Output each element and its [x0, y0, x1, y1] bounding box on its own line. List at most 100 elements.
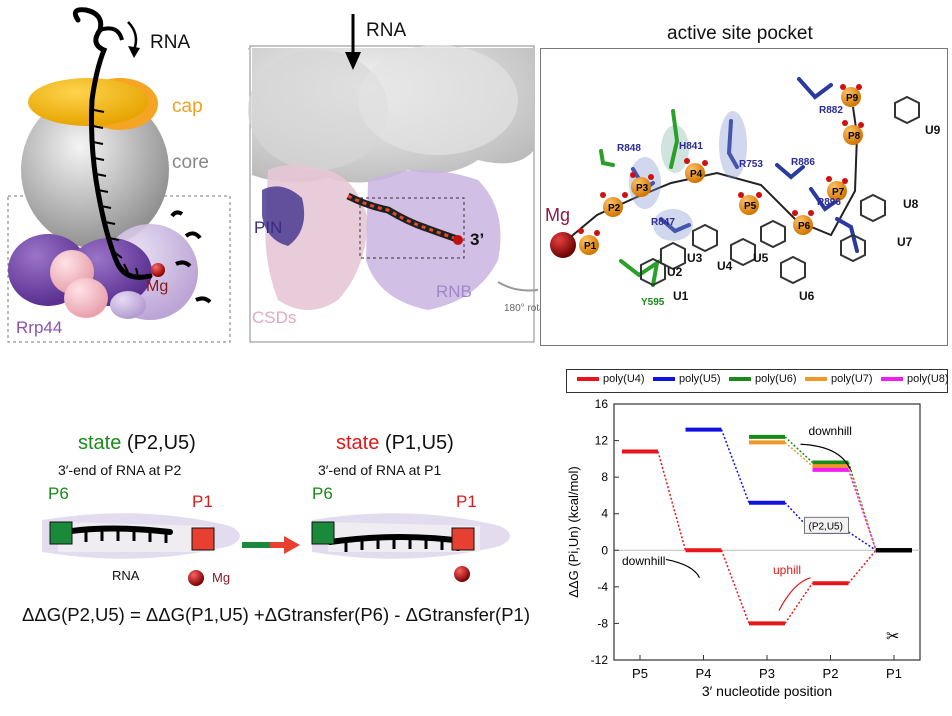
uracil-label-u8: U8: [903, 197, 919, 211]
chart-legend: poly(U4) poly(U5) poly(U6) poly(U7) poly(U8): [566, 369, 949, 393]
y-tick-label: 16: [595, 397, 609, 411]
active-site-title: active site pocket: [667, 23, 813, 44]
residue-label-r753: R753: [739, 159, 763, 170]
panel-d: state (P2,U5) 3′-end of RNA at P2 state …: [0, 420, 560, 670]
free-energy-equation: ΔΔG(P2,U5) = ΔΔG(P1,U5) +ΔGtransfer(P6) …: [22, 604, 530, 625]
x-tick-label: P4: [696, 666, 712, 681]
annotation-box: [804, 516, 849, 534]
uracil-label-u1: U1: [673, 289, 689, 303]
series-connector: [720, 550, 750, 624]
annotation-arrow-2: [665, 558, 701, 578]
csds-label: CSDs: [252, 308, 297, 327]
x-axis-label: 3′ nucleotide position: [702, 683, 832, 699]
legend-item: poly(U8): [881, 373, 949, 385]
y-tick-label: -12: [591, 653, 609, 667]
three-prime-label: 3’: [470, 230, 485, 249]
legend-swatch: [653, 377, 675, 382]
legend-label: poly(U8): [907, 373, 949, 385]
series-connector: [657, 451, 687, 551]
uracil-label-u4: U4: [717, 259, 733, 273]
series-connector: [848, 531, 877, 551]
rnb-label: RNB: [436, 282, 472, 301]
state-left-subtitle: 3′-end of RNA at P2: [58, 462, 182, 478]
legend-swatch: [729, 377, 751, 382]
core-label: core: [172, 152, 209, 173]
x-tick-label: P2: [823, 666, 839, 681]
uracil-label-u5: U5: [753, 251, 769, 265]
legend-swatch: [577, 377, 599, 382]
residue-label-r886: R886: [791, 157, 815, 168]
annotation-state-label: (P2,U5): [809, 521, 843, 532]
panel-c: P1 P2 P3 P4 P5 P6 P7 P8 P9 active site pocket …: [540, 23, 948, 346]
svg-text:P1: P1: [584, 241, 597, 252]
mg-label-c: Mg: [545, 205, 571, 225]
energy-chart: -12 -8 -4 0 4 8 12 16 P5 P4 P3 P2 P1 3′ nucleotide po…: [566, 397, 921, 699]
series-connector: [784, 436, 814, 464]
rna-label-a: RNA: [150, 32, 191, 53]
x-tick-label: P1: [886, 666, 902, 681]
scissors-icon: ✂: [886, 629, 899, 646]
rna-label-b: RNA: [366, 20, 407, 41]
mg-ion-c: [550, 232, 576, 258]
residue-label-r896: R896: [817, 197, 841, 208]
svg-text:P5: P5: [744, 201, 757, 212]
legend-item: poly(U6): [729, 373, 797, 385]
phosphate-group: [579, 87, 863, 255]
mg-label-a: Mg: [146, 278, 169, 295]
state-schematic: [42, 513, 510, 586]
residue-label-r847: R847: [651, 217, 675, 228]
y-tick-label: 8: [601, 470, 608, 484]
y-tick-label: -4: [597, 580, 608, 594]
svg-text:P7: P7: [832, 187, 845, 198]
svg-text:P9: P9: [846, 93, 859, 104]
svg-text:P3: P3: [636, 183, 649, 194]
annotation-uphill: uphill: [773, 563, 801, 577]
x-tick-label: P3: [759, 666, 775, 681]
exosome-illustration: [7, 7, 231, 343]
state-right-title: state (P1,U5): [336, 432, 454, 454]
y-tick-label: 12: [595, 434, 609, 448]
mg-label-d: Mg: [212, 570, 231, 585]
rrp44-label: Rrp44: [16, 318, 63, 337]
uracil-label-u2: U2: [667, 265, 683, 279]
legend-item: poly(U4): [577, 373, 645, 385]
p6-label-left: P6: [48, 484, 69, 503]
uracil-label-u7: U7: [897, 235, 913, 249]
svg-text:P8: P8: [848, 131, 861, 142]
series-connector: [847, 462, 877, 551]
series-connector: [784, 582, 814, 624]
annotation-downhill-2: downhill: [622, 554, 665, 568]
annotation-arrow-3: [778, 577, 811, 611]
residue-label-h841: H841: [679, 141, 703, 152]
panel-a: RNA cap core Mg Rrp44: [0, 0, 240, 345]
annotation-downhill-1: downhill: [809, 424, 852, 438]
cap-label: cap: [172, 96, 203, 117]
y-axis-label: ΔΔG (Pi,Un) (kcal/mol): [566, 466, 581, 598]
p1-label-right: P1: [456, 492, 477, 511]
y-tick-label: -8: [597, 616, 608, 630]
residue-label-r882: R882: [819, 105, 843, 116]
y-tick-label: 4: [601, 507, 608, 521]
annotation-arrow-1: [800, 443, 852, 471]
legend-item: poly(U5): [653, 373, 721, 385]
rna-strand: [72, 7, 153, 280]
legend-label: poly(U7): [831, 373, 873, 385]
legend-label: poly(U5): [679, 373, 721, 385]
series-connector: [784, 441, 813, 467]
p1-label-left: P1: [192, 492, 213, 511]
legend-swatch: [805, 377, 827, 382]
y-tick-label: 0: [601, 543, 608, 557]
series-connector: [847, 549, 877, 584]
legend-swatch: [881, 377, 903, 382]
pin-label: PIN: [254, 218, 283, 237]
legend-label: poly(U6): [755, 373, 797, 385]
p6-label-right: P6: [312, 484, 333, 503]
svg-text:P4: P4: [690, 169, 703, 180]
legend-label: poly(U4): [603, 373, 645, 385]
uracil-label-u3: U3: [687, 251, 703, 265]
uracil-label-u6: U6: [799, 289, 815, 303]
residue-label-r848: R848: [617, 143, 641, 154]
x-tick-label: P5: [632, 666, 648, 681]
mg-ion: [151, 263, 165, 277]
series-connector: [720, 429, 750, 504]
